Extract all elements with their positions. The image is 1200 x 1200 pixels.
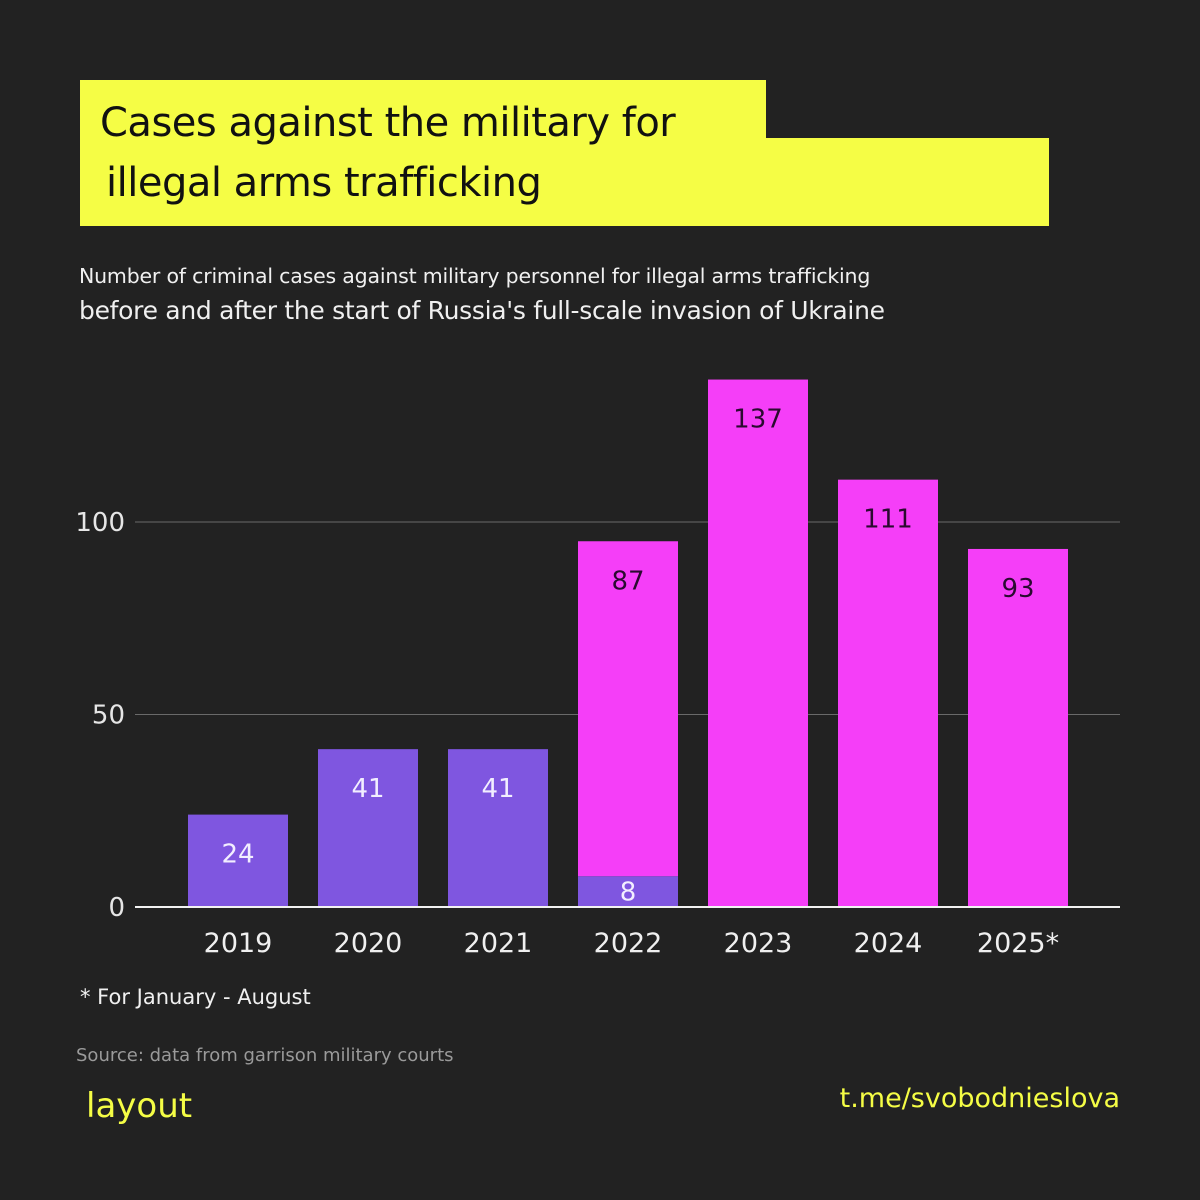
data-label: 93 [1001, 574, 1034, 604]
y-tick-label: 50 [92, 701, 125, 731]
x-tick-label: 2020 [334, 928, 403, 959]
footnote: * For January - August [80, 985, 311, 1009]
title-highlight-lower [80, 138, 1049, 226]
bar-2022-segment [578, 876, 678, 907]
chart-title-line-1: Cases against the military for [100, 100, 676, 146]
source-note: Source: data from garrison military cour… [76, 1045, 454, 1066]
x-tick-label: 2025* [977, 928, 1059, 959]
telegram-channel-link[interactable]: t.me/svobodnieslova [839, 1083, 1120, 1114]
x-tick-label: 2021 [464, 928, 533, 959]
bar-2025-segment [968, 548, 1068, 907]
bar-2019-segment [188, 814, 288, 907]
bar-2020-segment [318, 749, 418, 907]
bar-2022-segment [578, 541, 678, 877]
data-label: 8 [620, 878, 637, 908]
y-tick-label: 0 [108, 893, 125, 923]
x-tick-label: 2022 [594, 928, 663, 959]
y-tick-label: 100 [75, 508, 125, 538]
bar-2021-segment [448, 749, 548, 907]
data-label: 41 [351, 774, 384, 804]
x-tick-label: 2023 [724, 928, 793, 959]
chart-subtitle-line-1: Number of criminal cases against militar… [79, 264, 871, 288]
data-label: 87 [611, 566, 644, 596]
data-label: 137 [733, 405, 783, 435]
data-label: 41 [481, 774, 514, 804]
data-label: 24 [221, 840, 254, 870]
chart-title-line-2: illegal arms trafficking [106, 160, 542, 206]
x-tick-label: 2019 [204, 928, 273, 959]
brand-logo-layout: layout [86, 1086, 193, 1126]
chart-subtitle-line-2: before and after the start of Russia's f… [79, 296, 885, 325]
data-label: 111 [863, 505, 913, 535]
bar-2023-segment [708, 379, 808, 907]
x-tick-label: 2024 [854, 928, 923, 959]
bar-2024-segment [838, 479, 938, 907]
